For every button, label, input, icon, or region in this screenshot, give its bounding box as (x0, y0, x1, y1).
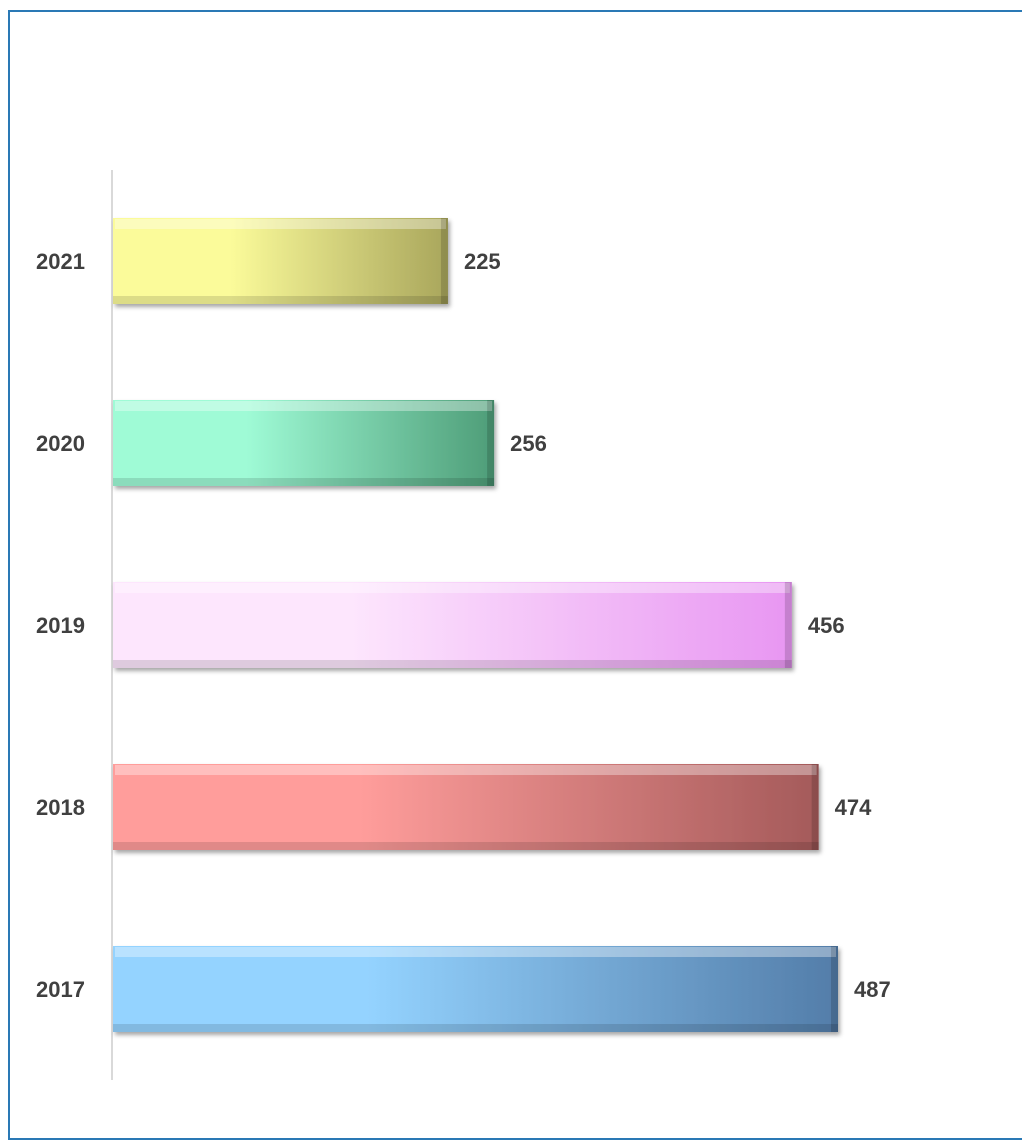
value-label-2020: 256 (510, 431, 547, 456)
bar-edge-2019 (784, 582, 792, 668)
bar-group-2018: 2018 474 (36, 764, 872, 850)
bar-edge-2020 (487, 400, 495, 486)
category-label-2019: 2019 (36, 613, 85, 638)
bar-group-2019: 2019 456 (36, 582, 845, 668)
bar-shade-2019 (113, 660, 792, 668)
value-label-2019: 456 (808, 613, 845, 638)
bar-highlight-2018 (115, 765, 817, 775)
bar-group-2020: 2020 256 (36, 400, 547, 486)
bar-edge-2018 (811, 764, 819, 850)
value-label-2018: 474 (835, 795, 872, 820)
bar-group-2017: 2017 487 (36, 946, 891, 1032)
category-label-2021: 2021 (36, 249, 85, 274)
bar-edge-2021 (440, 218, 448, 304)
category-label-2017: 2017 (36, 977, 85, 1002)
bar-highlight-2019 (115, 583, 790, 593)
bar-edge-2017 (831, 946, 838, 1032)
bar-shade-2020 (113, 478, 495, 486)
value-label-2021: 225 (464, 249, 501, 274)
bar-2020 (113, 400, 495, 486)
bar-2021 (113, 218, 448, 304)
bar-2017 (113, 946, 838, 1032)
category-label-2020: 2020 (36, 431, 85, 456)
bar-highlight-2021 (115, 219, 446, 229)
bar-highlight-2017 (115, 947, 836, 957)
bar-2019 (113, 582, 792, 668)
bar-group-2021: 2021 225 (36, 218, 501, 304)
bar-shade-2021 (113, 296, 448, 304)
bar-shade-2018 (113, 842, 819, 850)
bar-shade-2017 (113, 1024, 838, 1032)
value-label-2017: 487 (854, 977, 891, 1002)
bar-highlight-2020 (115, 401, 493, 411)
bar-2018 (113, 764, 819, 850)
category-label-2018: 2018 (36, 795, 85, 820)
